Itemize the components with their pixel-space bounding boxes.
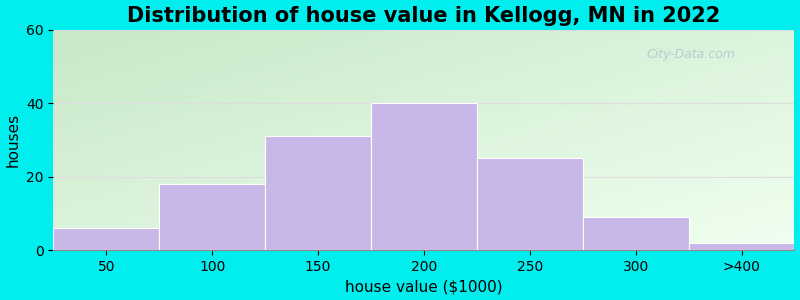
Text: City-Data.com: City-Data.com <box>646 47 735 61</box>
Bar <box>265 136 371 250</box>
Bar <box>582 217 689 250</box>
Bar <box>159 184 265 250</box>
Y-axis label: houses: houses <box>6 113 21 167</box>
Bar <box>54 228 159 250</box>
Title: Distribution of house value in Kellogg, MN in 2022: Distribution of house value in Kellogg, … <box>127 6 721 26</box>
Bar <box>689 243 794 250</box>
Bar <box>477 158 582 250</box>
Bar <box>371 103 477 250</box>
X-axis label: house value ($1000): house value ($1000) <box>345 279 502 294</box>
